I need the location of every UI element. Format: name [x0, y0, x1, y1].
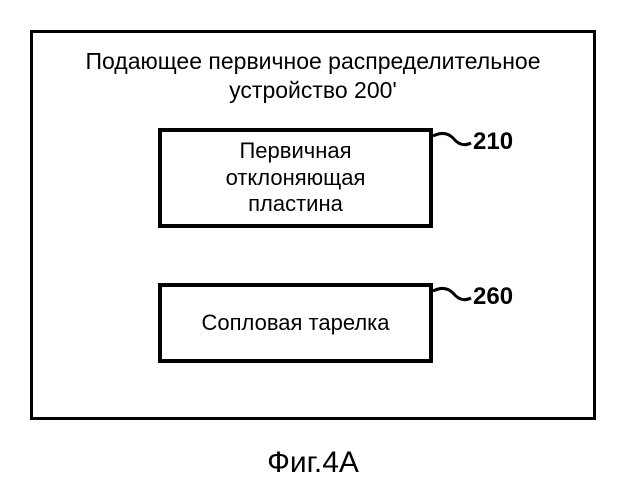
box1-label: Первичная отклоняющая пластина [226, 138, 366, 217]
box2-label: Сопловая тарелка [201, 310, 389, 336]
box1-line1: Первичная [239, 138, 351, 163]
ref-label-210: 210 [473, 128, 513, 156]
ref-label-260: 260 [473, 283, 513, 311]
box1-line2: отклоняющая [226, 165, 366, 190]
title-line-1: Подающее первичное распределительное [85, 48, 540, 74]
box1-line3: пластина [248, 191, 343, 216]
figure-caption: Фиг.4А [0, 446, 626, 480]
connector-box1 [433, 128, 473, 153]
box-primary-deflecting-plate: Первичная отклоняющая пластина [158, 128, 433, 228]
outer-container-box: Подающее первичное распределительное уст… [30, 30, 596, 420]
connector-box2 [433, 283, 473, 308]
outer-title: Подающее первичное распределительное уст… [33, 47, 593, 105]
box-nozzle-plate: Сопловая тарелка [158, 283, 433, 363]
title-line-2: устройство 200' [229, 77, 397, 103]
